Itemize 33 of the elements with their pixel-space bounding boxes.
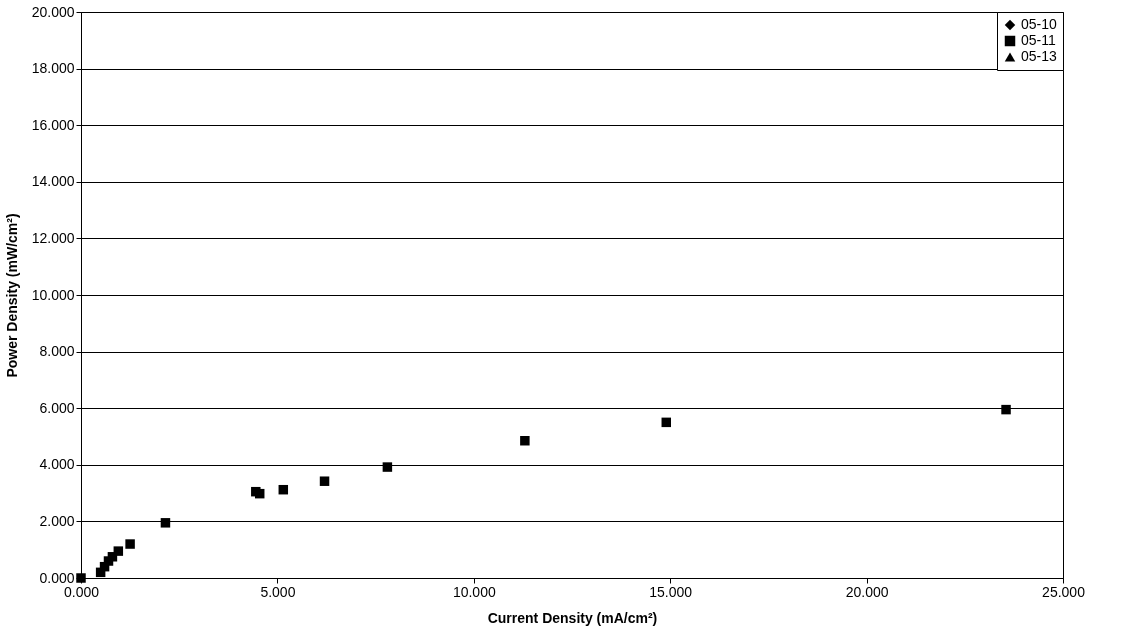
legend-label: 05-10 — [1021, 16, 1058, 32]
x-tick-label: 10.000 — [452, 583, 496, 600]
x-axis-title: Current Density (mA/cm²) — [487, 609, 658, 626]
y-tick-label: 18.000 — [31, 60, 75, 77]
y-tick-label: 10.000 — [31, 286, 75, 303]
x-tick-label: 0.000 — [63, 583, 100, 600]
point — [1001, 404, 1011, 415]
point — [661, 417, 672, 428]
x-tick-label: 20.000 — [845, 583, 889, 600]
x-tick-label: 5.000 — [260, 583, 296, 600]
legend-label: 05-13 — [1021, 48, 1058, 64]
point — [125, 539, 135, 549]
point — [520, 436, 530, 446]
point — [278, 484, 289, 495]
y-tick-label: 2.000 — [39, 512, 75, 529]
y-tick-label: 20.000 — [31, 3, 75, 20]
y-tick-label: 12.000 — [31, 229, 75, 246]
point — [254, 488, 265, 499]
y-tick-label: 6.000 — [39, 399, 75, 416]
point — [160, 518, 171, 528]
point — [76, 573, 86, 583]
legend-label: 05-11 — [1021, 32, 1056, 48]
point — [113, 546, 124, 556]
y-tick-label: 8.000 — [39, 343, 75, 360]
y-tick-label: 0.000 — [39, 569, 75, 586]
y-tick-label: 4.000 — [39, 456, 75, 473]
point — [382, 462, 393, 472]
point — [319, 476, 330, 486]
y-tick-label: 14.000 — [31, 173, 75, 190]
y-tick-label: 16.000 — [31, 116, 75, 133]
x-tick-label: 15.000 — [649, 583, 693, 600]
y-axis-title: Power Density (mW/cm²) — [3, 213, 20, 378]
x-tick-label: 25.000 — [1042, 583, 1086, 600]
